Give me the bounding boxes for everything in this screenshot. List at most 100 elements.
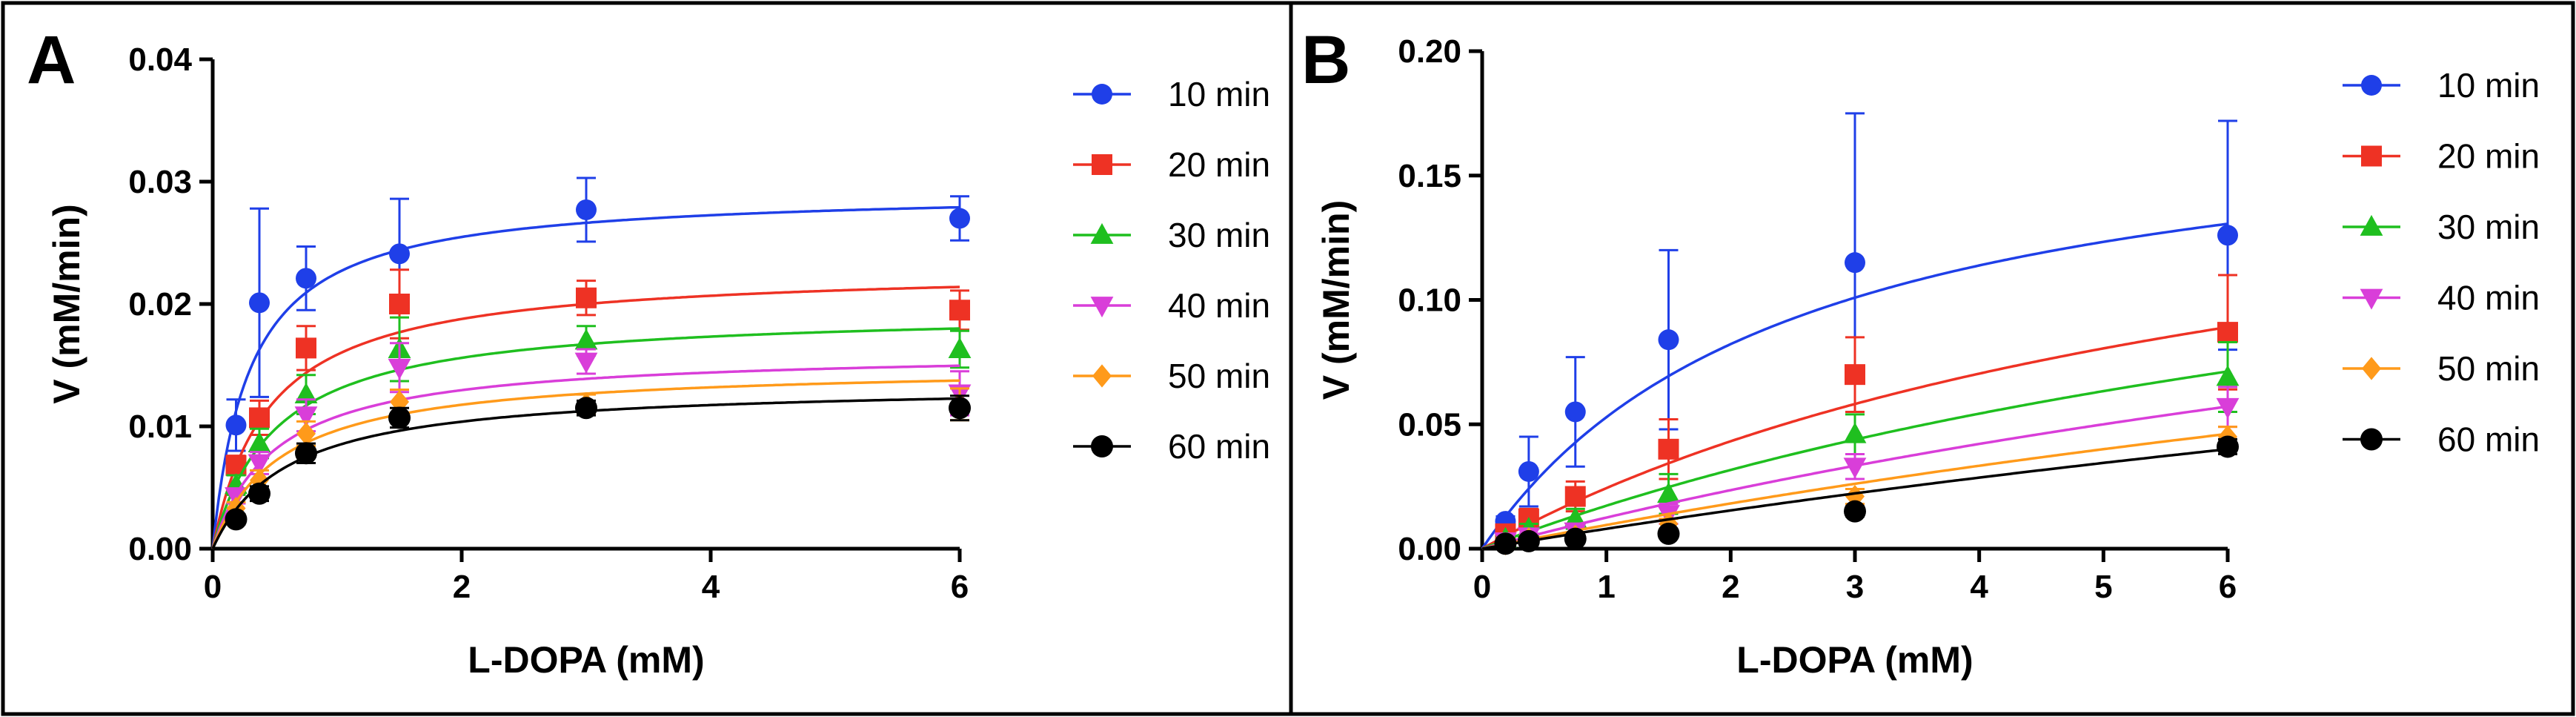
data-point	[1658, 438, 1679, 460]
legend-marker	[2360, 288, 2383, 310]
legend-label: 10 min	[1168, 75, 1270, 113]
data-point	[388, 406, 411, 429]
fit-curve	[1481, 448, 2228, 550]
panel-b-frame	[1289, 1, 2575, 716]
legend-marker	[1090, 297, 1114, 318]
data-point	[1657, 522, 1680, 545]
legend-marker	[2360, 214, 2383, 236]
panel-b-x-tick-label: 2	[1722, 569, 1739, 605]
data-point	[294, 406, 318, 428]
data-point	[1845, 484, 1865, 509]
legend-label: 30 min	[1168, 216, 1270, 254]
data-point	[1843, 457, 1867, 479]
data-point	[389, 294, 410, 314]
panel-b-letter: B	[1301, 22, 1350, 98]
panel-a-series-60-min	[211, 394, 971, 549]
panel-b-x-tick-label: 5	[2094, 569, 2112, 605]
legend-marker	[1092, 84, 1112, 105]
panel-b-y-tick-label: 0.00	[1398, 531, 1461, 567]
data-point	[294, 383, 318, 403]
data-point	[250, 469, 269, 492]
data-point	[1564, 486, 1586, 507]
data-point	[1517, 529, 1540, 552]
data-point	[2216, 365, 2240, 386]
data-point	[574, 328, 598, 350]
panel-a-y-tick-label: 0.00	[128, 531, 192, 567]
data-point	[225, 414, 247, 436]
legend-marker	[2360, 428, 2383, 451]
data-point	[2217, 225, 2238, 246]
data-point	[225, 455, 247, 476]
data-point	[1564, 401, 1586, 423]
data-point	[948, 337, 972, 358]
panel-a-legend-entry: 50 min	[1073, 357, 1270, 395]
panel-a-series-40-min	[211, 342, 972, 549]
panel-b-x-tick-label: 3	[1846, 569, 1864, 605]
data-point	[1494, 532, 1517, 555]
panel-b-series-50-min	[1481, 425, 2237, 555]
data-point	[225, 508, 248, 531]
panel-a-frame	[1, 1, 1293, 716]
legend-marker	[1090, 222, 1114, 244]
data-point	[249, 407, 270, 429]
legend-label: 20 min	[2437, 137, 2540, 176]
panel-a-series-20-min	[211, 268, 970, 549]
fit-curve	[1481, 432, 2228, 550]
data-point	[248, 482, 270, 505]
data-point	[1564, 527, 1587, 550]
data-point	[296, 268, 316, 289]
panel-a-series-10-min	[211, 176, 970, 549]
panel-a-x-tick-label: 6	[951, 569, 969, 605]
legend-marker	[2362, 357, 2381, 380]
data-point	[388, 358, 411, 380]
legend-marker	[2361, 145, 2382, 167]
data-point	[1845, 364, 1865, 386]
legend-label: 60 min	[1168, 427, 1270, 466]
data-point	[2217, 322, 2238, 343]
panel-b-legend-entry: 60 min	[2343, 420, 2540, 459]
panel-b-x-axis-label: L-DOPA (mM)	[1736, 639, 1973, 681]
legend-label: 30 min	[2437, 208, 2540, 246]
legend-marker	[2361, 75, 2382, 96]
legend-label: 50 min	[2437, 349, 2540, 388]
panel-b-y-tick-label: 0.10	[1398, 282, 1461, 319]
panel-b-legend-entry: 50 min	[2343, 349, 2540, 388]
data-point	[2216, 397, 2240, 419]
panel-a-legend-entry: 30 min	[1073, 216, 1270, 254]
legend-label: 10 min	[2437, 66, 2540, 105]
panel-a-y-axis-label: V (mM/min)	[46, 204, 87, 403]
panel-b-legend-entry: 20 min	[2343, 137, 2540, 176]
panel-b-legend-entry: 10 min	[2343, 66, 2540, 105]
panel-a-plot: 0.00 0.01 0.02 0.03 0.04 0 2 4 6 L-DOPA (mM) V (mM…	[46, 42, 1270, 681]
panel-b-x-tick-label: 4	[1970, 569, 1988, 605]
legend-marker	[1092, 154, 1112, 175]
panel-a-y-tick-label: 0.03	[128, 164, 192, 200]
panel-b-x-tick-label: 1	[1597, 569, 1615, 605]
panel-b-legend-entry: 40 min	[2343, 279, 2540, 317]
data-point	[574, 352, 598, 374]
legend-label: 40 min	[1168, 286, 1270, 325]
legend-marker	[1092, 364, 1112, 388]
panel-a-y-tick-label: 0.04	[128, 42, 192, 78]
panel-a-letter: A	[27, 22, 76, 98]
panel-b-series-10-min	[1481, 112, 2238, 549]
data-point	[1657, 482, 1680, 503]
panel-b-x-tick-label: 6	[2219, 569, 2237, 605]
fit-curve	[211, 364, 960, 549]
panel-a-y-tick-label: 0.01	[128, 409, 192, 445]
data-point	[296, 422, 316, 446]
panel-b-y-tick-label: 0.15	[1398, 158, 1461, 194]
panel-a-y-tick-label: 0.02	[128, 286, 192, 323]
data-point	[949, 208, 970, 229]
data-point	[1518, 460, 1539, 482]
panel-a-legend-entry: 40 min	[1073, 286, 1270, 325]
panel-b-x-tick-label: 0	[1473, 569, 1491, 605]
legend-marker	[1091, 435, 1113, 457]
legend-label: 50 min	[1168, 357, 1270, 395]
data-point	[1844, 500, 1866, 523]
data-point	[2217, 435, 2239, 458]
data-point	[248, 432, 271, 452]
panel-a-legend-entry: 10 min	[1073, 75, 1270, 113]
